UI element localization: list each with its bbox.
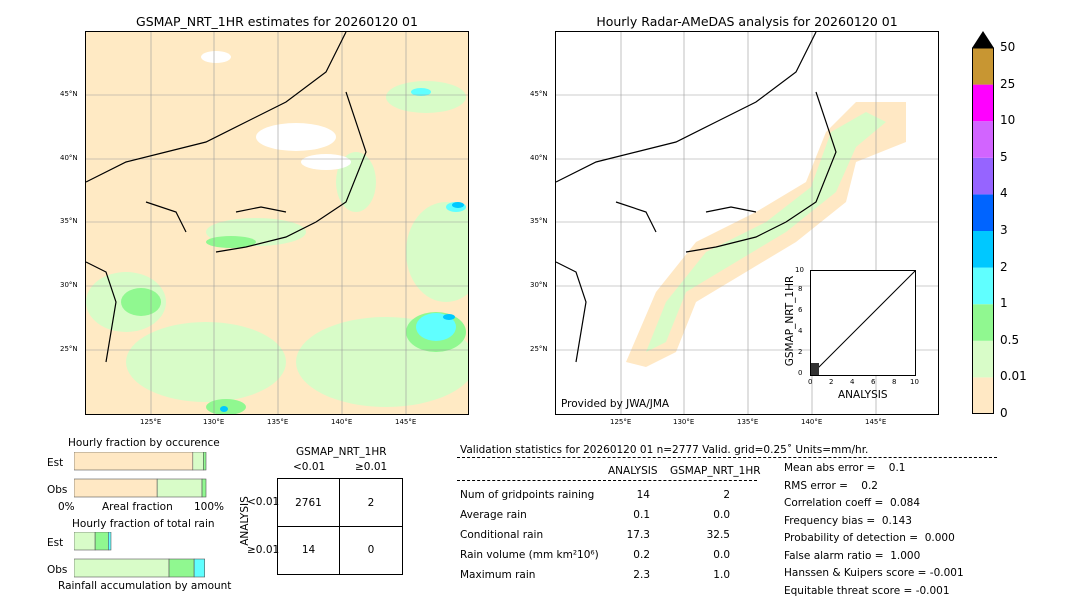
bar-segment xyxy=(192,452,204,471)
occ-xtick-0: 0% xyxy=(58,501,75,513)
colorbar-label: 10 xyxy=(1000,113,1016,128)
stat-gsmap: 0.0 xyxy=(713,549,730,561)
stat-analysis: 17.3 xyxy=(626,529,650,541)
bar-segment xyxy=(108,532,112,551)
score-item: Mean abs error = 0.1 xyxy=(784,462,906,474)
inset-points xyxy=(811,363,819,375)
score-item: Frequency bias = 0.143 xyxy=(784,514,912,527)
colorbar-segment xyxy=(972,231,994,268)
stat-gsmap: 1.0 xyxy=(713,569,730,581)
stat-label: Conditional rain xyxy=(460,529,544,541)
bar-segment xyxy=(201,478,207,498)
stat-label: Num of gridpoints raining xyxy=(460,489,595,501)
bar-segment xyxy=(203,452,207,471)
occ-xtick-1: 100% xyxy=(194,501,225,513)
left-map-title: GSMAP_NRT_1HR estimates for 20260120 01 xyxy=(136,14,418,29)
right-map-title: Hourly Radar-AMeDAS analysis for 2026012… xyxy=(596,14,898,29)
stat-label: Average rain xyxy=(460,509,527,521)
totalrain-chart xyxy=(74,532,205,578)
bar-segment xyxy=(74,478,158,498)
tr-xlabel: Rainfall accumulation by amount xyxy=(58,580,232,592)
contingency-title: GSMAP_NRT_1HR xyxy=(296,446,387,458)
bar-segment xyxy=(156,478,203,498)
colorbar-segment xyxy=(972,84,994,122)
colorbar-extend-triangle xyxy=(972,31,994,48)
colorbar-label: 3 xyxy=(1000,223,1008,237)
inset-scatter xyxy=(810,270,916,376)
tr-est-label: Est xyxy=(47,537,64,549)
stat-gsmap: 2 xyxy=(723,489,730,501)
col-header-1: ≥0.01 xyxy=(355,461,388,473)
stat-gsmap: 0.0 xyxy=(713,509,730,521)
cell-miss: 14 xyxy=(301,544,316,556)
colorbar-segment xyxy=(972,157,994,195)
totalrain-title: Hourly fraction of total rain xyxy=(72,518,215,530)
stats-col-gsmap: GSMAP_NRT_1HR xyxy=(670,465,761,477)
contingency-table: 2761 2 14 0 xyxy=(277,478,403,575)
colorbar-label: 1 xyxy=(1000,296,1008,311)
row-header-0: <0.01 xyxy=(247,496,280,508)
colorbar xyxy=(972,31,994,414)
colorbar-label: 2 xyxy=(1000,259,1008,274)
occurrence-title: Hourly fraction by occurence xyxy=(68,437,220,449)
colorbar-label: 25 xyxy=(1000,76,1016,91)
cell-false-alarm: 2 xyxy=(367,497,375,509)
bar-segment xyxy=(74,558,170,578)
colorbar-segment xyxy=(972,267,994,305)
score-item: RMS error = 0.2 xyxy=(784,479,878,492)
inset-ylabel: GSMAP_NRT_1HR xyxy=(784,275,796,367)
score-item: Equitable threat score = -0.001 xyxy=(784,584,950,597)
colorbar-segment xyxy=(972,121,994,158)
score-item: Correlation coeff = 0.084 xyxy=(784,497,920,509)
cell-hit: 0 xyxy=(367,544,375,556)
colorbar-svg xyxy=(972,31,994,414)
colorbar-label: 0.01 xyxy=(1000,369,1027,384)
colorbar-segment xyxy=(972,340,994,378)
colorbar-label: 50 xyxy=(1000,40,1016,54)
occ-xlabel: Areal fraction xyxy=(102,501,173,513)
bar-segment xyxy=(94,532,109,551)
bar-segment xyxy=(168,558,195,578)
bar-segment xyxy=(74,452,194,471)
colorbar-segment xyxy=(972,194,994,231)
credit-text: Provided by JWA/JMA xyxy=(561,398,670,410)
bar-segment xyxy=(74,532,96,551)
inset-xlabel: ANALYSIS xyxy=(838,389,888,401)
occ-est-label: Est xyxy=(47,457,64,469)
stat-gsmap: 32.5 xyxy=(706,529,730,541)
col-header-0: <0.01 xyxy=(293,461,326,473)
stat-analysis: 2.3 xyxy=(633,569,650,581)
stat-analysis: 0.2 xyxy=(633,549,650,561)
stats-header: Validation statistics for 20260120 01 n=… xyxy=(460,444,869,456)
tr-obs-label: Obs xyxy=(47,564,68,576)
colorbar-segment xyxy=(972,304,994,341)
colorbar-segment xyxy=(972,377,994,414)
inset-plot xyxy=(810,270,916,376)
stat-label: Maximum rain xyxy=(460,569,536,581)
stat-analysis: 0.1 xyxy=(633,509,650,521)
left-map-rain xyxy=(86,32,468,414)
score-item: Probability of detection = 0.000 xyxy=(784,532,955,544)
cell-hit-neg: 2761 xyxy=(295,497,322,509)
left-map xyxy=(85,31,469,415)
score-item: False alarm ratio = 1.000 xyxy=(784,549,921,562)
colorbar-label: 5 xyxy=(1000,149,1008,164)
stats-col-analysis: ANALYSIS xyxy=(608,465,658,477)
bar-segment xyxy=(193,558,205,578)
occurrence-chart xyxy=(74,452,207,498)
score-item: Hanssen & Kuipers score = -0.001 xyxy=(784,567,964,579)
contingency-row-label: ANALYSIS xyxy=(239,496,251,546)
stat-label: Rain volume (mm km²10⁶) xyxy=(460,549,599,561)
colorbar-label: 0 xyxy=(1000,406,1008,420)
colorbar-segment xyxy=(972,48,994,85)
stat-analysis: 14 xyxy=(636,489,650,501)
row-header-1: ≥0.01 xyxy=(247,544,280,556)
occ-obs-label: Obs xyxy=(47,484,68,496)
colorbar-label: 4 xyxy=(1000,186,1008,201)
colorbar-label: 0.5 xyxy=(1000,332,1020,347)
